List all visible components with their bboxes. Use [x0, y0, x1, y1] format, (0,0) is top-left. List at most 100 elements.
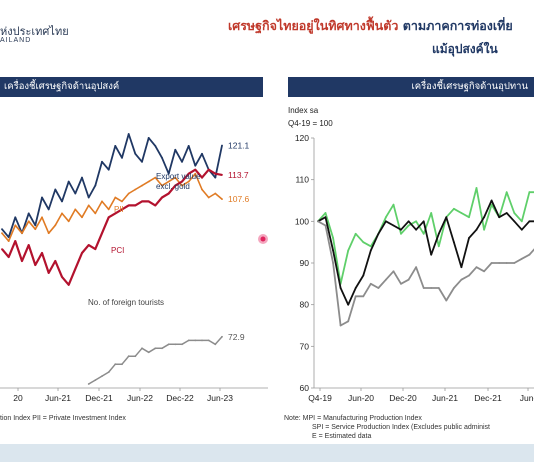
right-y-tick-label-4: 100 — [295, 216, 309, 226]
left-series-3-point-21 — [141, 347, 143, 350]
right-series-2-point-20 — [468, 274, 470, 277]
left-series-1-point-31 — [207, 196, 210, 199]
left-series-1-point-7 — [47, 232, 50, 235]
right-series-1-point-6 — [362, 274, 365, 277]
right-panel-title: เครื่องชี้เศรษฐกิจด้านอุปทาน — [288, 77, 534, 97]
right-series-0-point-19 — [460, 212, 463, 214]
demand-chart: 20 Jun-21 Dec-21 Jun-22 Dec-22 Jun-23 121.1 107… — [0, 133, 268, 403]
left-series-3-point-27 — [181, 343, 183, 346]
right-series-1-point-18 — [453, 241, 455, 244]
right-series-1-point-10 — [392, 224, 395, 227]
left-series-line-0 — [1, 133, 223, 239]
left-series-name-export-line1: Export value — [156, 172, 201, 181]
supply-chart: Index sa Q4-19 = 100 60 70 80 90 100 110 120 Q4-1… — [288, 106, 534, 403]
left-series-1-point-14 — [94, 212, 97, 215]
right-series-1-point-19 — [460, 266, 463, 269]
left-panel-title: เครื่องชี้เศรษฐกิจด้านอุปสงค์ — [0, 77, 263, 97]
right-series-1-point-8 — [377, 232, 380, 235]
left-series-0-point-6 — [41, 196, 43, 199]
left-series-line-1 — [1, 172, 223, 242]
right-y-axis-label: Index sa — [288, 106, 319, 115]
right-series-1-point-24 — [498, 216, 501, 219]
right-series-0-point-10 — [392, 203, 395, 206]
slide-title: เศรษฐกิจไทยอยู่ในทิศทางฟื้นตัว ตามภาคการ… — [228, 16, 534, 36]
left-series-0-point-9 — [61, 200, 63, 203]
right-series-1-point-23 — [490, 199, 493, 202]
right-y-tick-label-6: 120 — [295, 133, 309, 143]
left-series-1-point-13 — [87, 204, 90, 207]
left-series-2-point-1 — [7, 256, 10, 258]
right-series-0-point-5 — [354, 232, 357, 235]
right-series-line-0 — [317, 187, 534, 285]
left-series-2-point-18 — [121, 208, 123, 211]
left-series-0-point-0 — [1, 228, 3, 231]
right-series-2-point-3 — [339, 324, 342, 327]
right-series-1-point-25 — [505, 212, 508, 214]
left-series-1-point-12 — [81, 216, 83, 219]
left-series-0-point-5 — [34, 224, 37, 227]
right-series-0-point-6 — [362, 241, 365, 244]
left-series-1-point-8 — [54, 224, 57, 227]
right-y-tick-label-1: 70 — [300, 341, 310, 351]
right-series-0-point-14 — [422, 232, 425, 235]
right-series-0-point-7 — [369, 245, 372, 248]
left-series-2-point-22 — [147, 200, 150, 203]
left-series-3-point-18 — [121, 363, 123, 366]
right-series-0-point-4 — [347, 249, 350, 252]
left-x-tick-label-5: Jun-23 — [207, 393, 233, 403]
left-series-0-point-20 — [134, 152, 137, 155]
right-series-0-point-25 — [505, 191, 508, 194]
left-x-tick-label-2: Dec-21 — [85, 393, 113, 403]
right-series-2-point-15 — [430, 287, 433, 289]
right-series-2-point-1 — [324, 224, 327, 227]
right-series-0-point-1 — [324, 212, 327, 214]
left-end-label-0: 121.1 — [228, 140, 250, 150]
left-series-0-point-10 — [67, 180, 70, 183]
left-x-tick-label-3: Jun-22 — [127, 393, 153, 403]
left-series-1-point-4 — [27, 220, 30, 223]
left-series-2-point-33 — [221, 174, 223, 176]
left-end-label-3: 72.9 — [228, 332, 245, 342]
left-series-2-point-17 — [114, 212, 117, 215]
left-end-label-1: 107.6 — [228, 194, 250, 204]
left-series-3-point-17 — [114, 363, 117, 366]
pointer-dot-core — [260, 236, 266, 242]
left-series-0-point-27 — [181, 160, 183, 163]
left-series-0-point-23 — [154, 145, 157, 147]
bottom-bar — [0, 444, 534, 462]
right-series-line-1 — [317, 199, 534, 306]
right-series-1-point-26 — [513, 220, 516, 223]
left-series-0-point-7 — [47, 208, 50, 211]
right-series-line-2 — [317, 220, 534, 327]
left-series-3-point-25 — [167, 343, 170, 346]
right-x-tick-label-1: Jun-20 — [348, 393, 374, 403]
right-y-base-note: Q4-19 = 100 — [288, 119, 333, 128]
left-series-2-point-3 — [21, 260, 23, 262]
pointer-dot — [258, 234, 268, 244]
left-series-2-point-21 — [141, 200, 143, 203]
right-series-1-point-4 — [347, 303, 350, 306]
right-series-1-point-12 — [407, 220, 410, 223]
left-series-0-point-22 — [147, 137, 150, 139]
right-series-2-point-6 — [362, 295, 365, 298]
right-x-tick-label-2: Dec-20 — [389, 393, 417, 403]
left-series-3-point-28 — [187, 339, 190, 342]
left-series-3-point-15 — [101, 375, 103, 377]
left-series-1-point-26 — [174, 176, 177, 179]
left-series-2-point-11 — [74, 268, 77, 270]
right-x-tick-label-3: Jun-21 — [432, 393, 458, 403]
left-series-0-point-29 — [194, 164, 197, 167]
right-series-2-point-16 — [437, 287, 440, 289]
right-x-tick-label-4: Dec-21 — [474, 393, 502, 403]
right-series-1-point-15 — [430, 253, 433, 256]
right-y-tick-label-2: 80 — [300, 300, 310, 310]
right-series-1-point-20 — [468, 237, 470, 239]
left-series-2-point-2 — [14, 240, 17, 243]
left-x-tick-label-0: 20 — [13, 393, 23, 403]
left-series-3-point-23 — [154, 347, 157, 350]
left-series-1-point-33 — [221, 198, 223, 200]
left-series-1-point-6 — [41, 216, 43, 219]
right-series-1-point-16 — [437, 232, 440, 235]
left-series-3-point-16 — [107, 371, 110, 373]
right-series-1-point-28 — [528, 220, 531, 223]
